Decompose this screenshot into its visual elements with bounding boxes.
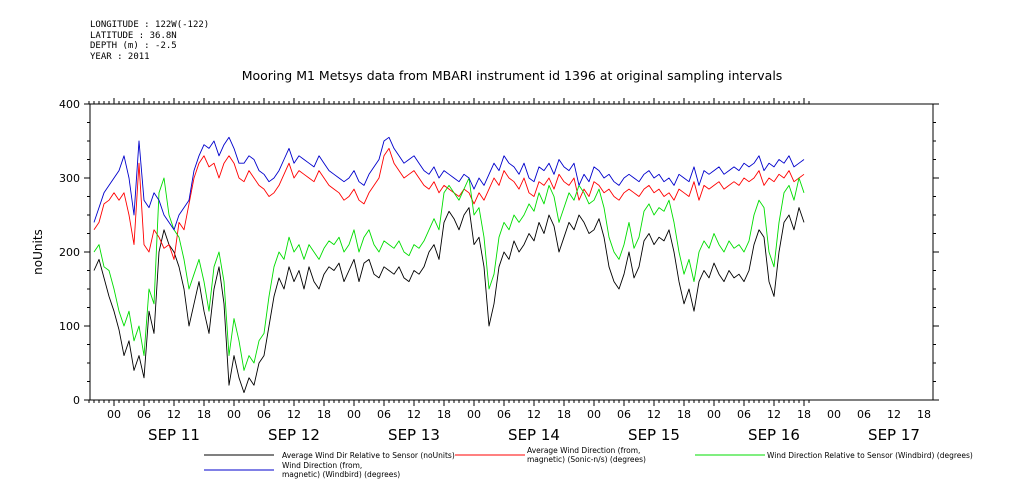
x-tick-label-18: 12 [647,408,661,421]
plot-series [93,136,805,394]
x-tick-label-10: 12 [407,408,421,421]
y-tick-label-1: 100 [59,320,80,333]
x-tick-label-14: 12 [527,408,541,421]
x-tick-label-3: 18 [197,408,211,421]
legend-label-1: magnetic) (Sonic-n/s) (degrees) [527,455,646,464]
x-tick-label-11: 18 [437,408,451,421]
meta-depth: DEPTH (m) : -2.5 [90,41,177,51]
day-label-4: SEP 15 [628,426,680,444]
series-line-1 [93,147,805,260]
chart-title: Mooring M1 Metsys data from MBARI instru… [242,68,783,83]
x-tick-label-9: 06 [377,408,391,421]
y-axis-title: noUnits [31,229,45,275]
x-tick-label-2: 12 [167,408,181,421]
series-line-2 [93,177,805,371]
x-tick-label-27: 18 [917,408,931,421]
x-tick-label-17: 06 [617,408,631,421]
x-tick-label-5: 06 [257,408,271,421]
axes: 0 100 200 300 400 00 06 12 18 00 06 12 18 00 06 12 18 00 0… [59,98,939,444]
x-tick-label-20: 00 [707,408,721,421]
x-tick-label-21: 06 [737,408,751,421]
x-tick-label-24: 00 [827,408,841,421]
x-tick-label-23: 18 [797,408,811,421]
y-tick-label-4: 400 [59,98,80,111]
legend-label-1: Average Wind Direction (from, [527,446,640,455]
day-label-3: SEP 14 [508,426,560,444]
meta-longitude: LONGITUDE : 122W(-122) [90,20,210,30]
day-label-6: SEP 17 [868,426,920,444]
day-label-2: SEP 13 [388,426,440,444]
x-tick-label-1: 06 [137,408,151,421]
legend: Average Wind Dir Relative to Sensor (noU… [204,446,973,479]
x-tick-label-4: 00 [227,408,241,421]
metadata-block: LONGITUDE : 122W(-122) LATITUDE : 36.8N … [90,20,209,62]
day-label-5: SEP 16 [748,426,800,444]
x-tick-label-15: 18 [557,408,571,421]
x-tick-label-13: 06 [497,408,511,421]
y-tick-label-3: 300 [59,172,80,185]
meta-latitude: LATITUDE : 36.8N [90,30,177,41]
legend-label-3: Wind Direction (from, [282,461,362,470]
x-tick-label-8: 00 [347,408,361,421]
x-tick-label-26: 12 [887,408,901,421]
legend-label-3: magnetic) (Windbird) (degrees) [282,470,400,479]
x-tick-label-22: 12 [767,408,781,421]
x-tick-label-19: 18 [677,408,691,421]
x-tick-label-12: 00 [467,408,481,421]
day-label-0: SEP 11 [148,426,200,444]
y-tick-label-2: 200 [59,246,80,259]
legend-label-0: Average Wind Dir Relative to Sensor (noU… [282,451,455,460]
day-label-1: SEP 12 [268,426,320,444]
x-tick-label-0: 00 [107,408,121,421]
x-tick-label-7: 18 [317,408,331,421]
x-tick-label-16: 00 [587,408,601,421]
y-tick-label-0: 0 [73,394,80,407]
legend-label-2: Wind Direction Relative to Sensor (Windb… [767,451,973,460]
series-line-3 [93,136,805,231]
meta-year: YEAR : 2011 [90,51,150,62]
x-tick-label-6: 12 [287,408,301,421]
series-line-0 [93,207,805,394]
x-tick-label-25: 06 [857,408,871,421]
